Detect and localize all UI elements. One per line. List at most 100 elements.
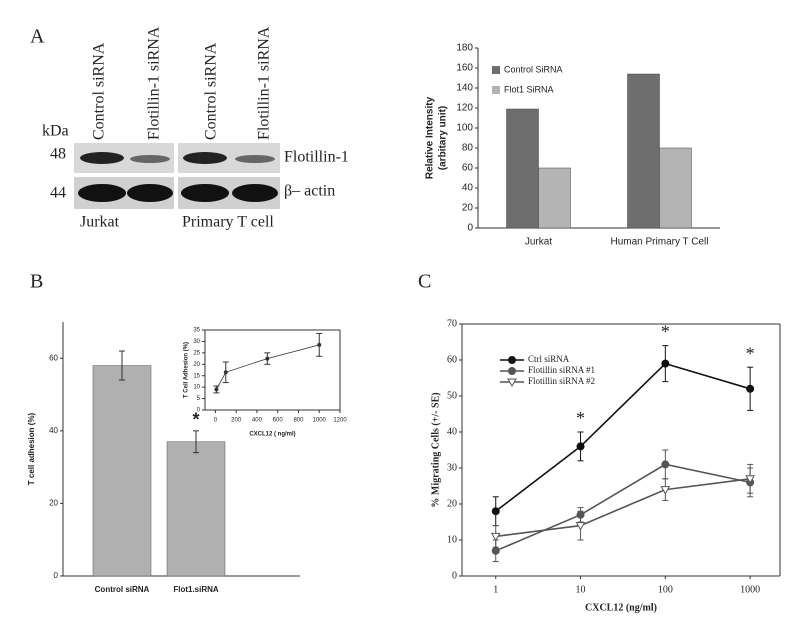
bar xyxy=(659,147,692,229)
x-axis-label: CXCL12 ( ng/ml) xyxy=(249,432,295,438)
y-tick-label: 20 xyxy=(462,203,474,214)
x-tick-label: Human Primary T Cell xyxy=(611,237,709,248)
band xyxy=(80,152,124,164)
legend-marker xyxy=(507,378,517,388)
protein-label: Flotillin-1 xyxy=(284,149,349,166)
legend-swatch xyxy=(492,86,500,94)
band xyxy=(183,152,227,164)
band xyxy=(127,184,173,202)
x-axis-label: CXCL12 (ng/ml) xyxy=(585,602,657,613)
x-tick-label: 200 xyxy=(231,418,242,424)
line xyxy=(495,362,751,512)
x-tick-label: 1000 xyxy=(740,584,760,595)
bar xyxy=(627,73,660,229)
panel-label: B xyxy=(30,271,43,293)
panel-label: A xyxy=(30,26,45,48)
band xyxy=(235,155,275,163)
y-axis-label: % Migrating Cells (+/- SE) xyxy=(430,392,441,507)
marker-label: 44 xyxy=(50,185,66,202)
point xyxy=(491,546,500,555)
x-tick-label: 600 xyxy=(273,418,284,424)
x-tick-label: 800 xyxy=(293,418,304,424)
point xyxy=(214,387,219,392)
x-tick-label: 1000 xyxy=(313,418,327,424)
legend-label: Flotillin siRNA #1 xyxy=(528,365,595,375)
point xyxy=(491,507,500,516)
bar xyxy=(166,441,226,577)
y-tick-label: 60 xyxy=(49,353,58,362)
y-tick-label: 25 xyxy=(193,350,200,356)
y-tick-label: 140 xyxy=(456,83,473,94)
legend-label: Control SiRNA xyxy=(504,64,563,74)
protein-label: β– actin xyxy=(284,183,335,200)
y-tick-label: 0 xyxy=(452,570,457,581)
line xyxy=(495,478,751,538)
point xyxy=(576,442,585,451)
annotation: * xyxy=(661,322,670,342)
legend-marker xyxy=(508,367,516,375)
lane-label: Control siRNA xyxy=(91,42,108,140)
y-axis-label: (arbitary unit) xyxy=(438,106,449,170)
panel-label: C xyxy=(418,271,431,293)
bar xyxy=(92,365,152,577)
y-tick-label: 5 xyxy=(197,396,201,402)
x-tick-label: Jurkat xyxy=(525,237,552,248)
legend-swatch xyxy=(492,66,500,74)
y-axis-label: Relative Intensity xyxy=(425,96,436,179)
band xyxy=(232,184,278,202)
y-tick-label: 30 xyxy=(447,462,457,473)
lane-label: Flotillin-1 siRNA xyxy=(146,26,163,140)
band xyxy=(130,155,170,163)
y-tick-label: 40 xyxy=(447,426,457,437)
y-tick-label: 120 xyxy=(456,103,473,114)
x-tick-label: Flot1.siRNA xyxy=(173,585,219,594)
x-tick-label: 100 xyxy=(658,584,673,595)
point xyxy=(490,532,501,542)
legend-label: Ctrl siRNA xyxy=(528,354,570,364)
y-tick-label: 100 xyxy=(456,123,473,134)
point xyxy=(661,359,670,368)
x-tick-label: Control siRNA xyxy=(95,585,150,594)
y-tick-label: 35 xyxy=(193,328,200,334)
y-tick-label: 40 xyxy=(49,426,58,435)
y-tick-label: 10 xyxy=(193,385,200,391)
lane-label: Flotillin-1 siRNA xyxy=(256,26,273,140)
legend-label: Flotillin siRNA #2 xyxy=(528,376,595,386)
line xyxy=(495,463,751,552)
annotation: * xyxy=(576,408,585,428)
legend-label: Flot1 SiRNA xyxy=(504,84,554,94)
line xyxy=(216,344,320,390)
y-tick-label: 160 xyxy=(456,63,473,74)
point xyxy=(745,475,755,484)
y-tick-label: 70 xyxy=(447,318,457,329)
cell-type-label: Jurkat xyxy=(80,214,120,231)
y-tick-label: 20 xyxy=(193,362,200,368)
cell-type-label: Primary T cell xyxy=(182,214,274,231)
y-tick-label: 0 xyxy=(467,223,473,234)
x-tick-label: 0 xyxy=(214,418,218,424)
point xyxy=(265,356,270,361)
bar xyxy=(506,108,539,229)
point xyxy=(661,460,670,469)
point xyxy=(660,486,671,495)
y-tick-label: 15 xyxy=(193,373,200,379)
band xyxy=(78,184,126,202)
point xyxy=(746,384,755,393)
legend-marker xyxy=(508,356,516,364)
x-tick-label: 400 xyxy=(252,418,263,424)
y-axis-label: T cell adhesion (%) xyxy=(27,412,36,485)
y-tick-label: 0 xyxy=(197,408,201,414)
y-tick-label: 60 xyxy=(447,354,457,365)
y-tick-label: 20 xyxy=(49,499,58,508)
kda-label: kDa xyxy=(42,123,69,140)
lane-label: Control siRNA xyxy=(203,42,220,140)
y-tick-label: 40 xyxy=(462,183,474,194)
y-tick-label: 60 xyxy=(462,163,474,174)
y-tick-label: 50 xyxy=(447,390,457,401)
x-tick-label: 10 xyxy=(576,584,586,595)
band xyxy=(181,184,229,202)
y-tick-label: 0 xyxy=(54,571,59,580)
y-tick-label: 30 xyxy=(193,339,200,345)
